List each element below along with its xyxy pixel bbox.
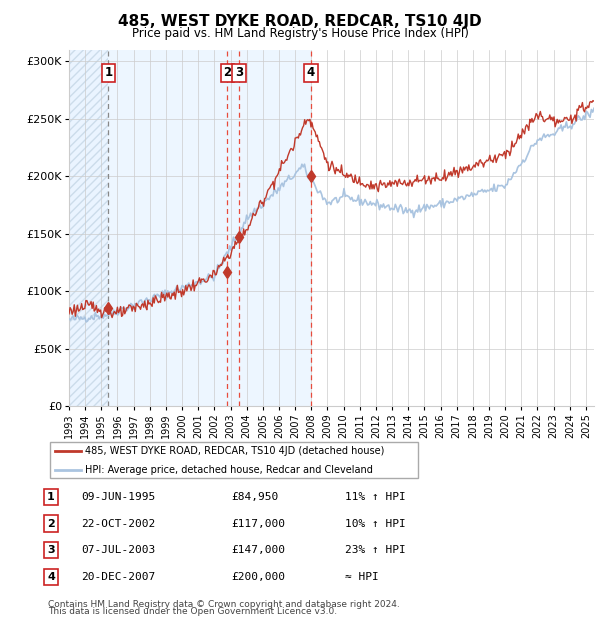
Text: £147,000: £147,000 xyxy=(231,545,285,556)
Bar xyxy=(69,50,109,406)
Text: 4: 4 xyxy=(307,66,315,79)
Text: £84,950: £84,950 xyxy=(231,492,278,502)
Text: £200,000: £200,000 xyxy=(231,572,285,582)
Text: 09-JUN-1995: 09-JUN-1995 xyxy=(81,492,155,502)
Text: This data is licensed under the Open Government Licence v3.0.: This data is licensed under the Open Gov… xyxy=(48,607,337,616)
Text: HPI: Average price, detached house, Redcar and Cleveland: HPI: Average price, detached house, Redc… xyxy=(85,464,373,475)
Text: 3: 3 xyxy=(235,66,243,79)
Text: 07-JUL-2003: 07-JUL-2003 xyxy=(81,545,155,556)
Text: 22-OCT-2002: 22-OCT-2002 xyxy=(81,518,155,529)
Text: Price paid vs. HM Land Registry's House Price Index (HPI): Price paid vs. HM Land Registry's House … xyxy=(131,27,469,40)
Text: 1: 1 xyxy=(104,66,112,79)
FancyBboxPatch shape xyxy=(50,442,418,479)
Text: 11% ↑ HPI: 11% ↑ HPI xyxy=(345,492,406,502)
Text: 2: 2 xyxy=(47,518,55,529)
Text: 3: 3 xyxy=(47,545,55,556)
Text: 4: 4 xyxy=(47,572,55,582)
Text: 485, WEST DYKE ROAD, REDCAR, TS10 4JD (detached house): 485, WEST DYKE ROAD, REDCAR, TS10 4JD (d… xyxy=(85,446,385,456)
Text: 23% ↑ HPI: 23% ↑ HPI xyxy=(345,545,406,556)
Text: 10% ↑ HPI: 10% ↑ HPI xyxy=(345,518,406,529)
Text: 485, WEST DYKE ROAD, REDCAR, TS10 4JD: 485, WEST DYKE ROAD, REDCAR, TS10 4JD xyxy=(118,14,482,29)
Text: 2: 2 xyxy=(223,66,232,79)
Bar xyxy=(109,50,311,406)
Text: 20-DEC-2007: 20-DEC-2007 xyxy=(81,572,155,582)
Text: £117,000: £117,000 xyxy=(231,518,285,529)
Text: ≈ HPI: ≈ HPI xyxy=(345,572,379,582)
Text: Contains HM Land Registry data © Crown copyright and database right 2024.: Contains HM Land Registry data © Crown c… xyxy=(48,600,400,609)
Text: 1: 1 xyxy=(47,492,55,502)
